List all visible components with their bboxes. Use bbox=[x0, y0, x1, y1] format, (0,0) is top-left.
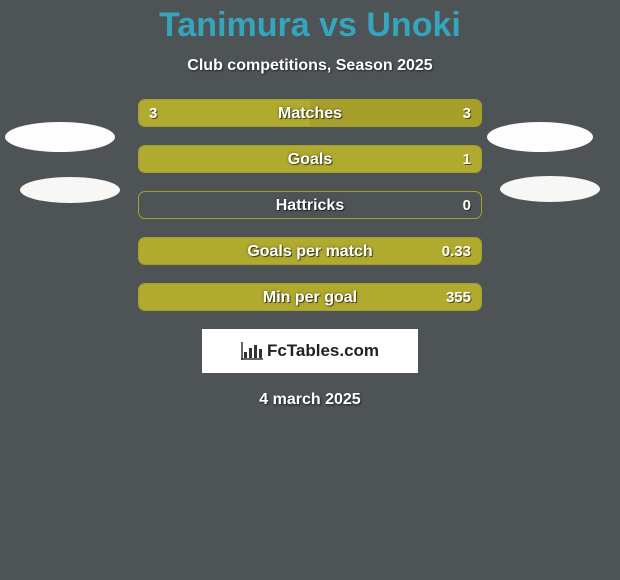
stat-label: Matches bbox=[139, 100, 481, 127]
title-text: Tanimura vs Unoki bbox=[159, 6, 461, 44]
comparison-card: Tanimura vs Unoki Club competitions, Sea… bbox=[0, 0, 620, 580]
page-title: Tanimura vs Unoki bbox=[0, 0, 620, 45]
stat-row: 0.33Goals per match bbox=[0, 237, 620, 265]
stat-bar-track: 0Hattricks bbox=[138, 191, 482, 219]
bar-chart-icon bbox=[241, 342, 263, 360]
stat-bar-track: 1Goals bbox=[138, 145, 482, 173]
stat-label: Hattricks bbox=[139, 192, 481, 219]
date-text: 4 march 2025 bbox=[0, 391, 620, 409]
brand-prefix: Fc bbox=[267, 341, 287, 360]
decorative-ellipse bbox=[487, 122, 593, 152]
stat-label: Goals per match bbox=[139, 238, 481, 265]
brand-box[interactable]: FcTables.com bbox=[202, 329, 418, 373]
brand-suffix: .com bbox=[339, 341, 379, 360]
stat-row: 355Min per goal bbox=[0, 283, 620, 311]
stat-label: Goals bbox=[139, 146, 481, 173]
decorative-ellipse bbox=[500, 176, 600, 202]
decorative-ellipse bbox=[5, 122, 115, 152]
brand-text: FcTables.com bbox=[267, 341, 379, 361]
stat-bar-track: 355Min per goal bbox=[138, 283, 482, 311]
brand-main: Tables bbox=[287, 341, 340, 360]
stat-label: Min per goal bbox=[139, 284, 481, 311]
stat-bar-track: 33Matches bbox=[138, 99, 482, 127]
decorative-ellipse bbox=[20, 177, 120, 203]
stat-bar-track: 0.33Goals per match bbox=[138, 237, 482, 265]
subtitle: Club competitions, Season 2025 bbox=[0, 57, 620, 75]
